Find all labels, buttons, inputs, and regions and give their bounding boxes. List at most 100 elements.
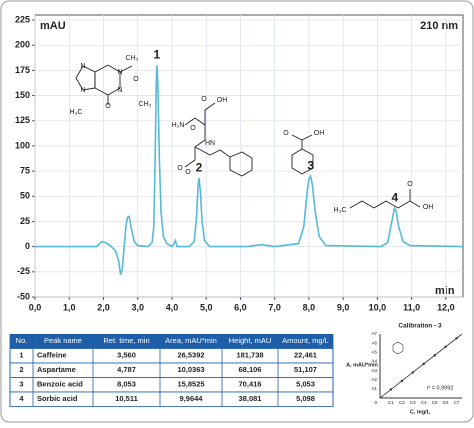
- x-tick-label: 3,0: [131, 302, 144, 312]
- x-tick-label: 10,0: [369, 302, 387, 312]
- structures: [75, 64, 421, 209]
- cal-y-tick: A5: [371, 349, 377, 354]
- atom-label: HN: [205, 140, 215, 147]
- cell: 10,511: [115, 394, 138, 403]
- cal-point: [411, 371, 414, 374]
- atom-label: N: [117, 69, 122, 76]
- cal-y-tick: A2: [371, 377, 377, 382]
- cell: 5,098: [296, 394, 315, 403]
- cell: 68,106: [239, 365, 262, 374]
- cell: 9,9644: [180, 394, 204, 403]
- atom-label: O: [185, 169, 191, 176]
- cell: 5,053: [296, 380, 315, 389]
- atom-label: O: [133, 76, 139, 83]
- cal-line: [379, 333, 463, 399]
- x-tick-label: 5,0: [200, 302, 213, 312]
- y-tick-label: 0: [25, 241, 30, 251]
- bond: [301, 134, 313, 141]
- cal-x-tick: C4: [421, 400, 427, 405]
- atom-label: N: [80, 63, 85, 70]
- bond: [119, 65, 133, 73]
- aspartame-ring: [229, 151, 253, 177]
- aspartame-chain: [194, 146, 231, 158]
- y-tick-label: 125: [15, 115, 30, 125]
- y-tick-label: 25: [20, 216, 30, 226]
- atom-label: N: [117, 87, 122, 94]
- header-cell: No.: [16, 336, 28, 345]
- cell: 51,107: [294, 365, 317, 374]
- cal-point: [400, 379, 404, 383]
- x-tick-label: 12,0: [437, 302, 455, 312]
- x-label: min: [435, 285, 455, 297]
- cal-y-tick: A7: [371, 331, 377, 336]
- x-tick-label: 11,0: [403, 302, 420, 312]
- y-tick-label: 100: [15, 140, 30, 150]
- peak-label: 4: [392, 191, 399, 205]
- wavelength: 210 nm: [420, 20, 458, 32]
- header-cell: Peak name: [44, 336, 82, 345]
- x-tick-label: 1,0: [63, 302, 76, 312]
- cell: 15,8525: [177, 380, 204, 389]
- cell: 4,787: [117, 365, 136, 374]
- peak-label: 3: [307, 158, 314, 172]
- atom-label: O: [283, 130, 289, 137]
- cal-title: Calibration - 3: [398, 323, 442, 330]
- cal-y-tick: A1: [371, 386, 377, 391]
- cell: 8,053: [117, 380, 136, 389]
- atom-label: CH₃: [126, 55, 139, 62]
- cal-point: [422, 362, 425, 366]
- cal-point: [389, 388, 393, 391]
- y-tick-label: 50: [20, 191, 30, 201]
- atom-label: H₂N: [172, 122, 185, 129]
- cal-y-label: A, mAU*min: [346, 362, 378, 368]
- x-tick-label: 2,0: [97, 302, 110, 312]
- y-tick-label: -25: [17, 266, 30, 276]
- atom-label: OH: [314, 130, 325, 137]
- cal-x-tick: C2: [399, 400, 405, 405]
- cell: Aspartame: [37, 365, 76, 374]
- cal-x-tick: C6: [443, 400, 449, 405]
- cal-y-tick: A3: [371, 368, 377, 373]
- header-cell: Ret. time, min: [103, 336, 149, 345]
- y-tick-label: 175: [15, 65, 30, 75]
- cell: 181,738: [236, 351, 263, 360]
- cal-x-label: C, mg/L: [410, 409, 431, 415]
- y-tick-label: 75: [20, 165, 30, 175]
- cell: Caffeine: [37, 351, 67, 360]
- cell: 10,0363: [177, 365, 204, 374]
- cell: 22,461: [294, 351, 317, 360]
- cal-x-tick: C3: [410, 400, 416, 405]
- trace: [35, 65, 464, 276]
- cell: 1: [19, 351, 23, 360]
- r2: r² = 0,9992: [427, 385, 454, 391]
- cal-x-tick: C5: [432, 400, 438, 405]
- cell: 3,560: [117, 351, 136, 360]
- x-tick-label: 0,0: [29, 302, 42, 312]
- cal-point: [444, 345, 447, 348]
- atom-label: H₃C: [70, 109, 83, 116]
- cell: 38,081: [239, 394, 262, 403]
- cal-x-tick: C1: [388, 400, 394, 405]
- header-cell: Amount, mg/L: [282, 336, 329, 345]
- cell: 3: [19, 380, 23, 389]
- peak-label: 2: [196, 160, 203, 174]
- header-cell: Area, mAU*min: [165, 336, 217, 345]
- atom-label: OH: [423, 204, 434, 211]
- cal-point: [455, 337, 458, 340]
- cal-origin: 0: [374, 400, 377, 405]
- atom-label: H₃C: [334, 207, 347, 214]
- atom-label: O: [407, 181, 413, 188]
- x-tick-label: 6,0: [234, 302, 247, 312]
- atom-label: CH₃: [139, 101, 152, 108]
- cal-y-tick: A4: [371, 359, 377, 364]
- cell: 4: [19, 394, 24, 403]
- y-tick-label: 150: [15, 90, 30, 100]
- y-label: mAU: [40, 20, 66, 32]
- calibration-inset: Calibration - 3 A, mAU*min C, mg/L 0 r² = 0,…: [346, 323, 463, 415]
- y-tick-label: -50: [17, 291, 30, 301]
- x-tick-label: 7,0: [268, 302, 281, 312]
- cell: 2: [19, 365, 23, 374]
- cal-y-tick: A6: [371, 340, 377, 345]
- cell: Sorbic acid: [37, 394, 78, 403]
